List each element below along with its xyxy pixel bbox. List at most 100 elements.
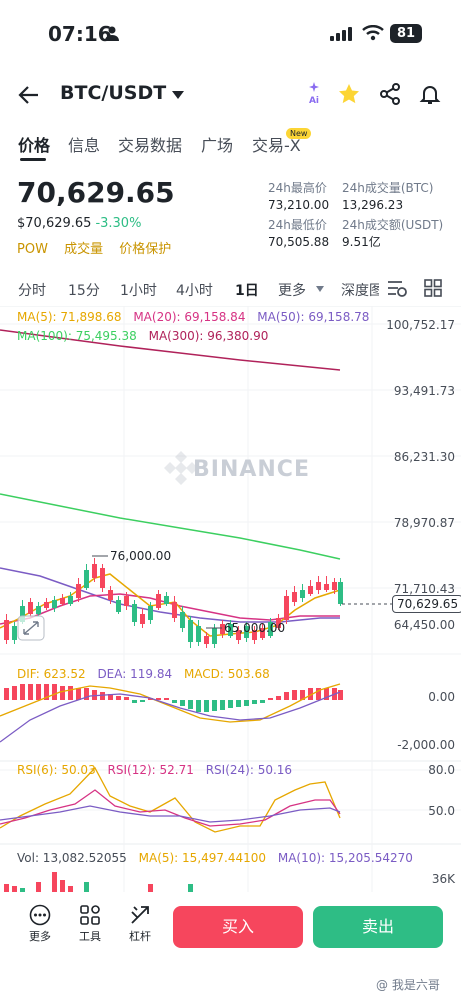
rsi-axis-label: 50.0 [428,804,455,818]
tab-price[interactable]: 价格 [18,136,51,155]
low-value: 70,505.88 [268,235,330,249]
more-label: 更多 [29,930,51,943]
battery-indicator: 81 [390,24,422,43]
leverage-button[interactable]: 杠杆 [120,904,160,944]
tag-volume[interactable]: 成交量 [64,242,104,257]
macd-histogram [4,684,343,712]
leverage-label: 杠杆 [129,930,151,943]
rsi-legend: RSI(6): 50.03 RSI(12): 52.71 RSI(24): 50… [17,763,292,777]
ma5-label: MA(5): 71,898.68 [17,310,122,324]
macd-legend: DIF: 623.52 DEA: 119.84 MACD: 503.68 [17,667,270,681]
ma20-label: MA(20): 69,158.84 [133,310,246,324]
vol-usdt-value: 9.51亿 [342,235,381,249]
vol-ma5-label: MA(5): 15,497.44100 [138,851,267,865]
price-tags: POW 成交量 价格保护 [17,238,183,257]
footer-watermark: @ 我是六哥 [376,978,440,992]
high-annotation: 76,000.00 [110,549,172,563]
dif-label: DIF: 623.52 [17,667,86,681]
volume-bars [4,872,193,892]
app-header: BTC/USDT Ai [0,76,461,116]
macd-label: MACD: 503.68 [183,667,270,681]
tf-more[interactable]: 更多 [278,283,306,299]
vol-btc-label: 24h成交量(BTC) [342,181,434,195]
sell-button[interactable]: 卖出 [313,906,443,948]
stats-col-2: 24h成交量(BTC) 13,296.23 24h成交额(USDT) 9.51亿 [342,180,443,251]
price-change: -3.30% [95,216,142,231]
rsi24-label: RSI(24): 50.16 [205,763,293,777]
chart-canvas [0,306,461,892]
current-price-tag: 70,629.65 [392,595,461,613]
more-dots-icon [29,904,51,926]
high-value: 73,210.00 [268,198,330,212]
status-time: 07:16 [48,22,112,46]
tab-info[interactable]: 信息 [68,136,101,155]
vol-axis-label: 36K [431,872,455,886]
vol-ma10-label: MA(10): 15,205.54270 [277,851,413,865]
ma300-label: MA(300): 96,380.90 [148,329,269,343]
tf-4h[interactable]: 4小时 [176,283,213,299]
ma-legend-row-2: MA(100): 75,495.38 MA(300): 96,380.90 [17,329,268,343]
vol-btc-value: 13,296.23 [342,198,404,212]
ai-assistant-button[interactable]: Ai [306,82,322,107]
expand-chart-icon[interactable] [17,615,45,641]
tab-trading-data[interactable]: 交易数据 [118,136,183,155]
bottom-action-bar: 更多 工具 杠杆 买入 卖出 [0,900,461,960]
chevron-down-icon[interactable] [316,286,324,292]
rsi12-label: RSI(12): 52.71 [107,763,194,777]
buy-button[interactable]: 买入 [173,906,303,948]
price-axis-label: 86,231.30 [393,450,455,464]
back-arrow-icon[interactable] [18,84,40,106]
price-axis-label: 100,752.17 [386,318,455,332]
sparkle-icon [309,82,319,92]
tag-price-protection[interactable]: 价格保护 [119,242,172,257]
rsi6-label: RSI(6): 50.03 [17,763,96,777]
status-bar: 07:16 81 [0,0,461,70]
tools-button[interactable]: 工具 [70,904,110,944]
new-badge: New [286,128,312,139]
tf-15m[interactable]: 15分 [68,283,100,299]
kline-chart[interactable]: MA(5): 71,898.68 MA(20): 69,158.84 MA(50… [0,306,461,892]
dea-label: DEA: 119.84 [97,667,173,681]
tab-trade-x[interactable]: 交易-X [252,136,301,155]
price-axis-label: 64,450.00 [393,618,455,632]
more-button[interactable]: 更多 [20,904,60,944]
ai-label: Ai [308,96,320,106]
vol-usdt-label: 24h成交额(USDT) [342,218,444,232]
rsi-axis-label: 80.0 [428,763,455,777]
price-axis-label: 71,710.43 [393,582,455,596]
tf-line[interactable]: 分时 [18,283,46,299]
tools-label: 工具 [79,930,101,943]
bell-icon[interactable] [418,82,442,106]
vol-legend: Vol: 13,082.52055 MA(5): 15,497.44100 MA… [17,851,413,865]
main-tabs: 价格 信息 交易数据 广场 交易-X New [0,128,461,162]
share-icon[interactable] [378,82,402,106]
price-axis-label: 93,491.73 [393,384,455,398]
person-icon [105,26,119,41]
low-annotation: 65,000.00 [224,621,286,635]
ma50-label: MA(50): 69,158.78 [257,310,370,324]
tf-1h[interactable]: 1小时 [120,283,157,299]
high-label: 24h最高价 [268,181,327,195]
binance-watermark: BINANCE [193,457,310,482]
macd-axis-label: -2,000.00 [397,738,455,752]
signal-icon [330,27,352,41]
vol-label: Vol: 13,082.52055 [17,851,127,865]
tag-pow[interactable]: POW [17,242,48,257]
macd-axis-label: 0.00 [428,690,455,704]
active-tab-indicator [20,158,46,161]
tools-grid-icon [80,905,100,925]
fiat-price-row: $70,629.65 -3.30% [17,216,141,231]
price-axis-label: 78,970.87 [393,516,455,530]
trading-pair-title[interactable]: BTC/USDT [60,82,167,104]
last-price: 70,629.65 [17,176,175,209]
chart-settings-icon[interactable] [386,278,408,298]
chevron-down-icon[interactable] [172,91,184,99]
grid-layout-icon[interactable] [424,279,442,297]
tf-1d[interactable]: 1日 [235,283,259,299]
fiat-price: $70,629.65 [17,216,92,231]
tf-depth[interactable]: 深度图 [341,283,379,299]
favorite-star-icon[interactable] [337,82,361,106]
binance-logo [164,451,198,485]
candlesticks [4,558,343,648]
tab-square[interactable]: 广场 [201,136,234,155]
